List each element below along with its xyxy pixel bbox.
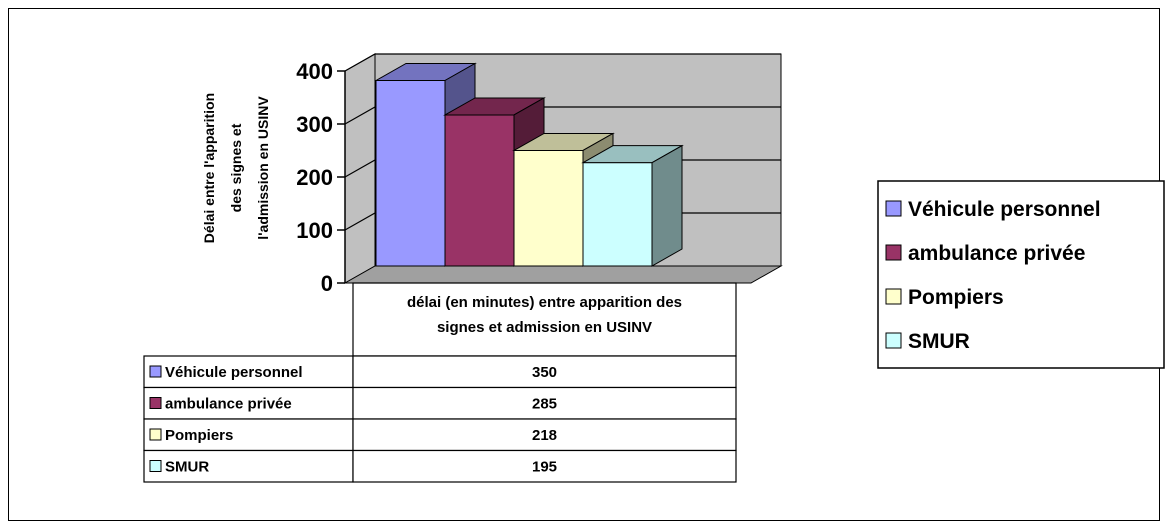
table-row-swatch (149, 365, 162, 378)
y-axis-title-line-2: des signes et (228, 123, 244, 212)
table-row-label: Pompiers (165, 427, 233, 444)
gridline (344, 53, 781, 72)
table-row-swatch (149, 428, 162, 441)
legend-label: SMUR (908, 330, 970, 353)
y-axis-title-line-1: Délai entre l'apparition (201, 93, 217, 243)
legend-label: ambulance privée (908, 242, 1085, 265)
legend-label: Véhicule personnel (908, 198, 1101, 221)
table-row-swatch (149, 460, 162, 472)
table-row: ambulance privée 285 (143, 386, 737, 420)
table-row-value: 195 (532, 459, 557, 476)
y-axis-title: Délai entre l'apparition des signes et l… (201, 93, 271, 243)
y-tick-label: 0 (321, 271, 333, 296)
table-row-label: Véhicule personnel (165, 364, 303, 381)
table-row-value: 285 (532, 396, 557, 413)
legend-box (877, 180, 1165, 369)
table-header-line: signes et admission en USINV (437, 319, 652, 336)
floor (343, 265, 783, 284)
table-row-swatch (149, 397, 162, 409)
bar-smur (581, 144, 684, 267)
legend-swatch (885, 332, 902, 349)
table-row: SMUR 195 (143, 449, 737, 483)
table-row-value: 218 (532, 427, 557, 444)
data-table: délai (en minutes) entre apparition des s… (143, 282, 737, 483)
y-tick-label: 100 (296, 218, 333, 243)
y-tick-label: 200 (296, 165, 333, 190)
table-row: Véhicule personnel 350 (143, 355, 737, 389)
table-header-line: délai (en minutes) entre apparition des (407, 294, 682, 311)
table-row: Pompiers 218 (143, 418, 737, 452)
table-row-label: ambulance privée (165, 396, 292, 413)
legend-swatch (885, 200, 902, 217)
legend-label: Pompiers (908, 286, 1004, 309)
gridline (344, 106, 781, 125)
table-row-value: 350 (532, 364, 557, 381)
table-row-label: SMUR (165, 459, 209, 476)
y-tick-label: 400 (296, 59, 333, 84)
y-axis-title-line-3: l'admission en USINV (255, 96, 271, 240)
legend-swatch (885, 288, 902, 305)
y-tick-label: 300 (296, 112, 333, 137)
legend-swatch (885, 244, 902, 261)
legend: Véhicule personnel ambulance privée Pompie… (877, 180, 1165, 369)
plot-area: 0 100 200 300 400 (296, 53, 783, 296)
